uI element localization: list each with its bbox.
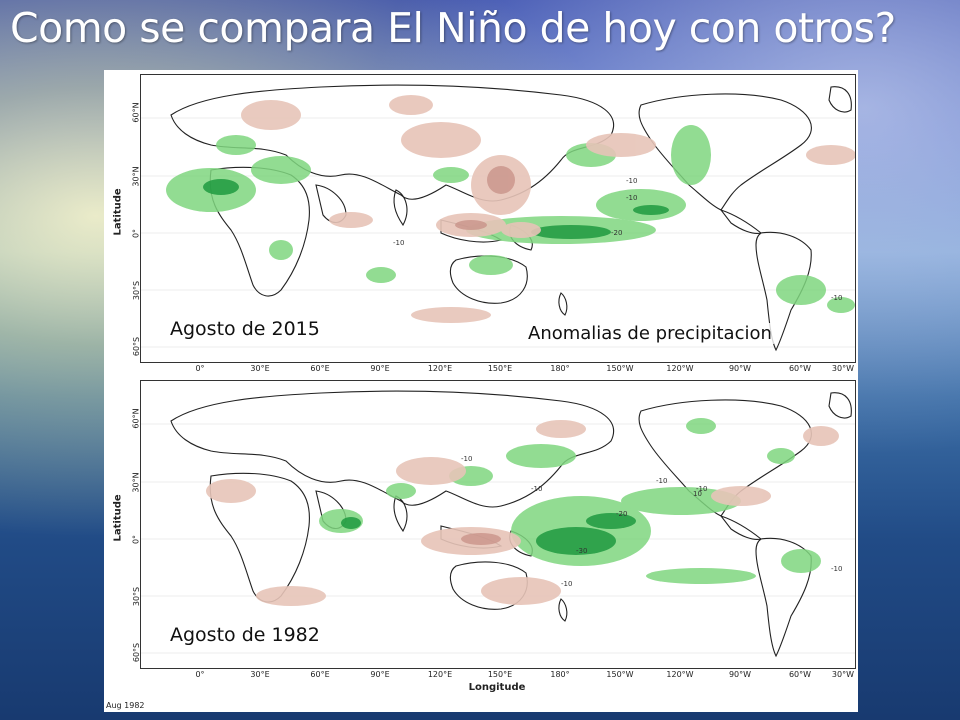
- contour-label: -10: [561, 580, 572, 588]
- contour-label: -30: [576, 547, 587, 555]
- map-panel-2015: -10 -20 -10 -10 -10: [140, 74, 856, 363]
- latitude-axis-title: Latitude: [112, 494, 124, 542]
- lon-tick: 30°W: [831, 670, 854, 679]
- lon-tick: 150°E: [487, 670, 513, 679]
- longitude-ticks-bottom: 0° 30°E 60°E 90°E 120°E 150°E 180° 150°W…: [140, 670, 854, 684]
- map-label-2015: Agosto de 2015: [168, 318, 322, 340]
- lon-tick: 120°W: [666, 364, 694, 373]
- contour-label: -10: [656, 477, 667, 485]
- lon-tick: 120°W: [666, 670, 694, 679]
- longitude-ticks-top: 0° 30°E 60°E 90°E 120°E 150°E 180° 150°W…: [140, 364, 854, 378]
- contour-label: -10: [531, 485, 542, 493]
- contour-label: -20: [616, 510, 627, 518]
- lon-tick: 90°E: [370, 364, 390, 373]
- contour-label: -10: [461, 455, 472, 463]
- contour-label: -20: [611, 229, 622, 237]
- lon-tick: 30°E: [250, 364, 270, 373]
- figure-footnote: Aug 1982: [106, 701, 145, 710]
- lon-tick: 180°: [550, 670, 570, 679]
- lon-tick: 0°: [195, 364, 205, 373]
- contour-label: -10: [626, 194, 637, 202]
- lon-tick: 0°: [195, 670, 205, 679]
- contour-label: -10: [626, 177, 637, 185]
- lon-tick: 60°W: [788, 670, 812, 679]
- contour-label: -10: [831, 294, 842, 302]
- contour-label: -10: [696, 485, 707, 493]
- contour-label: -10: [393, 239, 404, 247]
- lon-tick: 180°: [550, 364, 570, 373]
- precip-map-1982: -10 -10 -20 -30 -10 -10 -10 10 -10: [141, 390, 855, 658]
- precip-map-2015: -10 -20 -10 -10 -10: [141, 84, 855, 352]
- slide-title: Como se compara El Niño de hoy con otros…: [10, 4, 896, 52]
- latitude-axis-title: Latitude: [112, 188, 124, 236]
- map-annotation: Anomalias de precipitacion: [526, 323, 774, 344]
- lon-tick: 150°W: [606, 670, 634, 679]
- lon-tick: 90°E: [370, 670, 390, 679]
- contour-label: 10: [693, 490, 702, 498]
- lon-tick: 30°E: [250, 670, 270, 679]
- lon-tick: 90°W: [728, 364, 752, 373]
- map-panel-1982: -10 -10 -20 -30 -10 -10 -10 10 -10: [140, 380, 856, 669]
- map-label-1982: Agosto de 1982: [168, 624, 322, 646]
- lon-tick: 60°E: [310, 364, 330, 373]
- contour-label: -10: [831, 565, 842, 573]
- lon-tick: 60°W: [788, 364, 812, 373]
- longitude-axis-title: Longitude: [468, 682, 526, 693]
- lon-tick: 60°E: [310, 670, 330, 679]
- lon-tick: 120°E: [427, 364, 453, 373]
- lon-tick: 120°E: [427, 670, 453, 679]
- lon-tick: 90°W: [728, 670, 752, 679]
- lon-tick: 30°W: [831, 364, 854, 373]
- lon-tick: 150°W: [606, 364, 634, 373]
- precipitation-figure: 60°N 30°N 0° 30°S 60°S Latitude: [104, 70, 858, 712]
- lon-tick: 150°E: [487, 364, 513, 373]
